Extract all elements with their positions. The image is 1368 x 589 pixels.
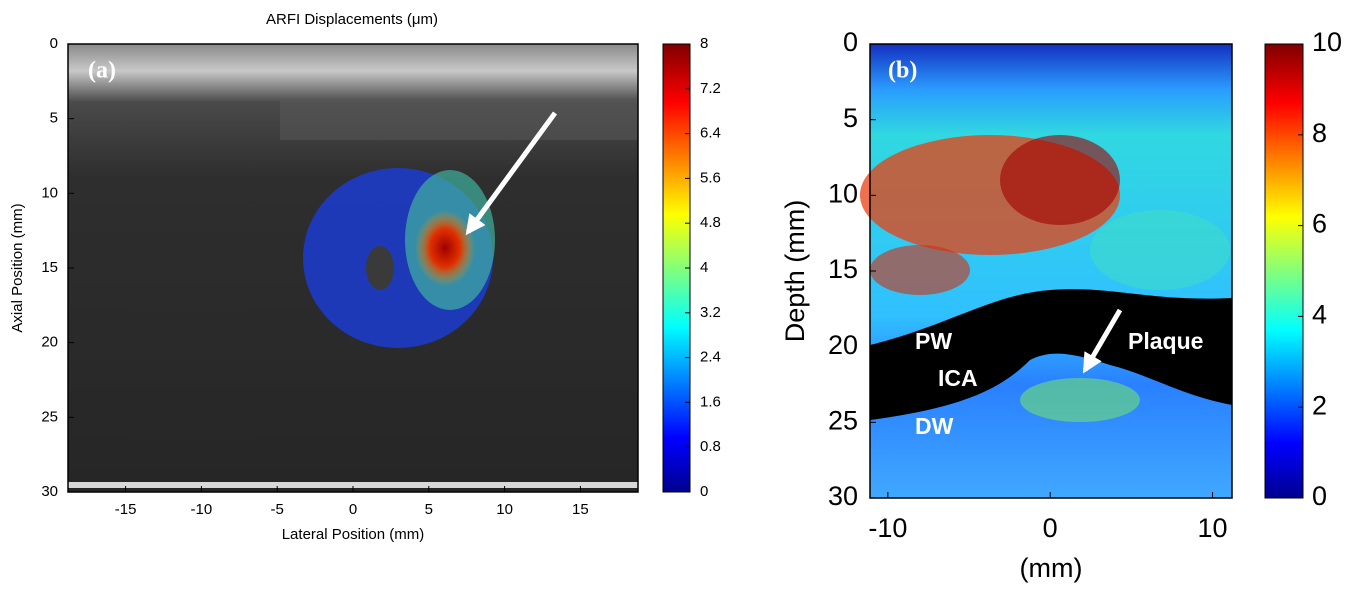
y-tick-label: 0 (843, 27, 858, 57)
chart-title: ARFI Displacements (μm) (266, 11, 438, 28)
x-axis-label: Lateral Position (mm) (282, 526, 425, 543)
y-tick-label: 30 (828, 481, 858, 511)
x-tick-label: -5 (271, 501, 284, 518)
colorbar (1264, 43, 1304, 499)
panel-b-image: PW ICA DW Plaque (860, 44, 1232, 498)
y-tick-label: 25 (41, 408, 58, 425)
y-tick-label: 30 (41, 483, 58, 500)
panel-label: (b) (888, 58, 917, 84)
x-tick-label: 10 (496, 501, 513, 518)
colorbar-tick-label: 8 (1312, 118, 1327, 148)
y-tick-label: 5 (50, 110, 58, 127)
panel-a-image (68, 44, 638, 492)
y-tick-label: 10 (41, 184, 58, 201)
x-tick-label: 0 (349, 501, 357, 518)
y-tick-label: 20 (41, 334, 58, 351)
x-tick-label: 0 (1043, 513, 1058, 543)
colorbar-tick-label: 2 (1312, 390, 1327, 420)
annotation: PW (915, 328, 952, 354)
annotation: Plaque (1128, 328, 1203, 354)
x-tick-label: -15 (115, 501, 137, 518)
x-tick-label: -10 (191, 501, 213, 518)
y-tick-label: 15 (41, 259, 58, 276)
colorbar-tick-label: 0 (700, 483, 708, 500)
y-tick-label: 0 (50, 35, 58, 52)
panel-label: (a) (88, 58, 116, 84)
colorbar-tick-label: 0.8 (700, 438, 721, 455)
colorbar-tick-label: 4 (1312, 300, 1327, 330)
x-tick-label: 5 (425, 501, 433, 518)
x-tick-label: 15 (572, 501, 589, 518)
colorbar-tick-label: 8 (700, 35, 708, 52)
colorbar-tick-label: 6.4 (700, 125, 721, 142)
colorbar-tick-label: 0 (1312, 481, 1327, 511)
x-tick-label: -10 (868, 513, 907, 543)
annotation: DW (915, 413, 954, 439)
y-tick-label: 15 (828, 254, 858, 284)
colorbar-tick-label: 3.2 (700, 304, 721, 321)
annotation: ICA (938, 365, 978, 391)
colorbar-tick-label: 5.6 (700, 169, 721, 186)
colorbar-tick-label: 7.2 (700, 80, 721, 97)
x-axis-label: (mm) (1020, 553, 1083, 583)
y-axis-label: Axial Position (mm) (9, 203, 26, 332)
x-tick-label: 10 (1197, 513, 1227, 543)
y-tick-label: 5 (843, 103, 858, 133)
colorbar-tick-label: 2.4 (700, 349, 721, 366)
y-axis-label: Depth (mm) (780, 200, 810, 343)
y-tick-label: 10 (828, 178, 858, 208)
colorbar-tick-label: 4.8 (700, 214, 721, 231)
y-tick-label: 20 (828, 330, 858, 360)
colorbar-tick-label: 10 (1312, 27, 1342, 57)
y-tick-label: 25 (828, 405, 858, 435)
colorbar-tick-label: 4 (700, 259, 708, 276)
colorbar-tick-label: 6 (1312, 209, 1327, 239)
colorbar-tick-label: 1.6 (700, 393, 721, 410)
